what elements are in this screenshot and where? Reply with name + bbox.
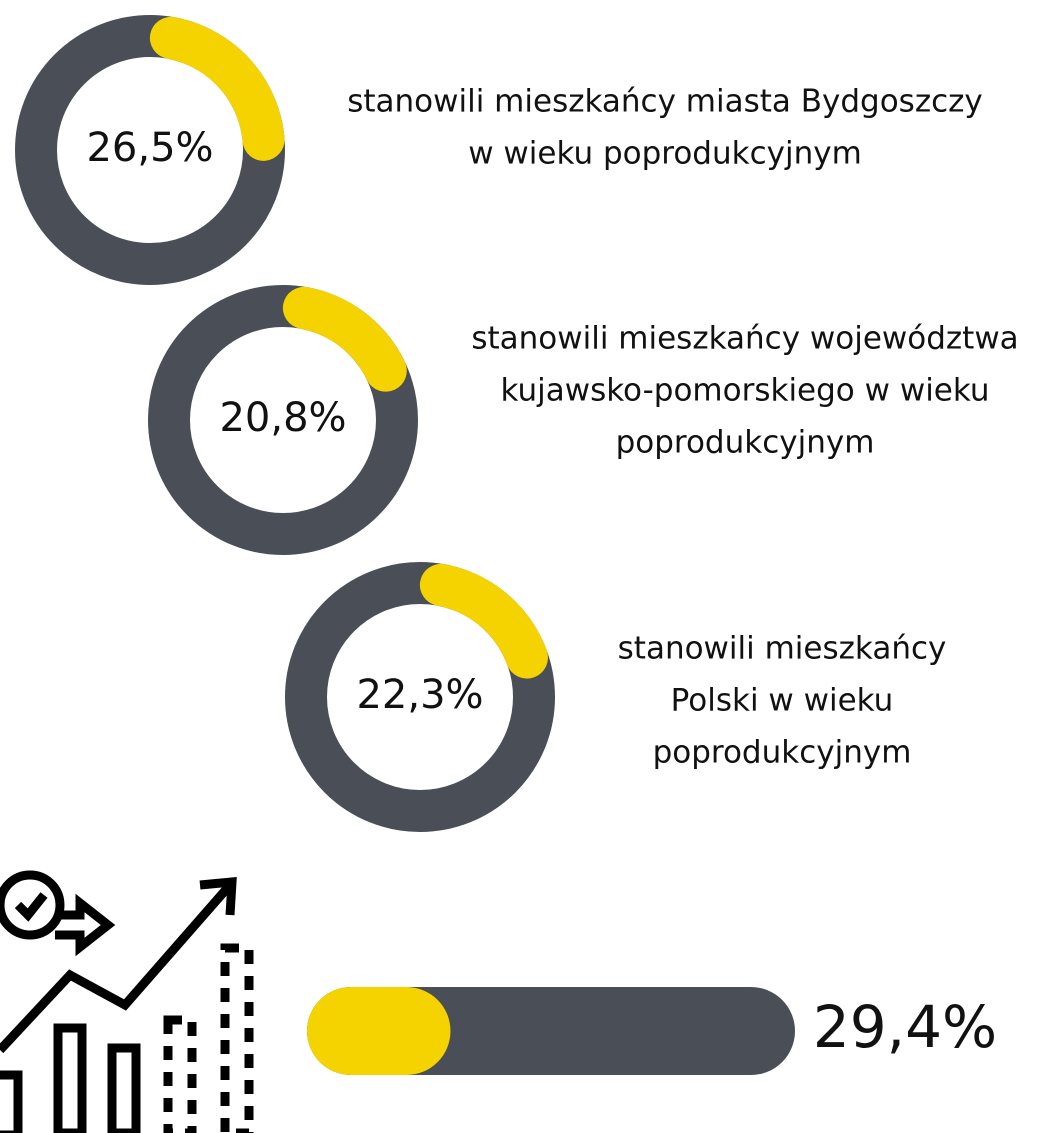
caption-line: Polski w wieku [671,683,894,719]
progress-bar [307,987,451,1075]
progress-value-label: 29,4% [813,993,997,1061]
donut-value-label: 22,3% [356,672,483,718]
donut-value-label: 20,8% [219,395,346,441]
donut-value-label: 26,5% [86,125,213,171]
donut-arc [148,285,418,555]
caption-line: stanowili mieszkańcy miasta Bydgoszczy [347,84,983,120]
caption-line: stanowili mieszkańcy [618,631,947,667]
trend-icon [0,870,254,1133]
caption-line: kujawsko-pomorskiego w wieku [500,373,989,409]
caption-line: w wieku poprodukcyjnym [468,136,862,172]
caption-line: stanowili mieszkańcy województwa [471,321,1018,357]
caption-line: poprodukcyjnym [653,735,912,771]
donut-arc [285,562,555,832]
donut-arc [15,15,285,285]
caption-line: poprodukcyjnym [616,425,875,461]
